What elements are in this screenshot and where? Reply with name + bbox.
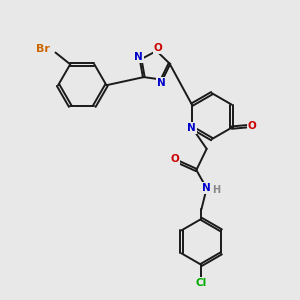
Text: O: O — [170, 154, 179, 164]
Text: H: H — [212, 185, 220, 195]
Text: O: O — [248, 121, 257, 131]
Text: N: N — [202, 183, 211, 193]
Text: N: N — [187, 123, 196, 133]
Text: Cl: Cl — [196, 278, 207, 288]
Text: N: N — [134, 52, 143, 62]
Text: O: O — [154, 43, 162, 53]
Text: N: N — [157, 77, 166, 88]
Text: Br: Br — [36, 44, 50, 54]
